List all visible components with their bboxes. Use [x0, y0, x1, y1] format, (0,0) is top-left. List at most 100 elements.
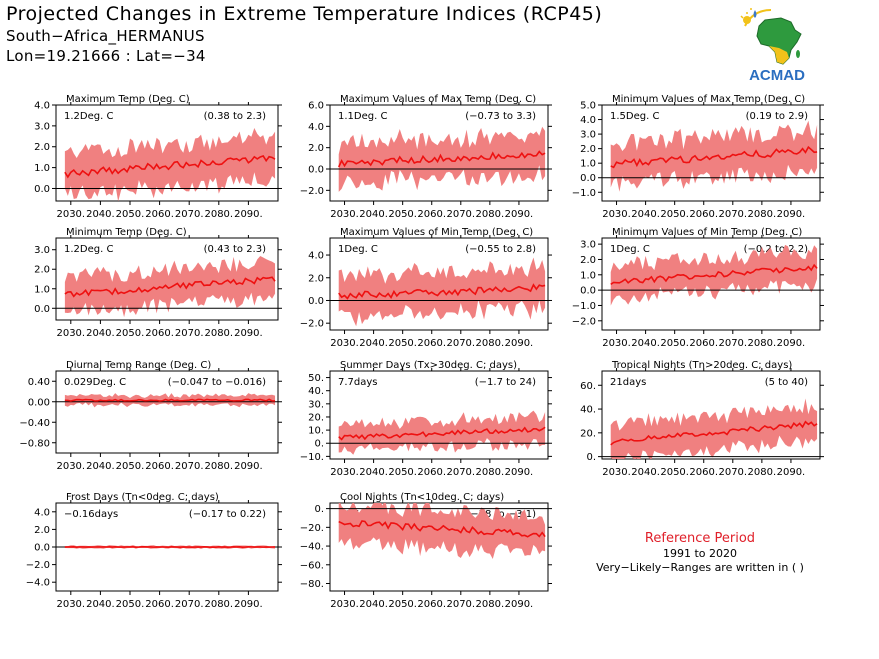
x-tick-label: 2070.	[175, 461, 204, 472]
plot-frame	[55, 370, 279, 454]
y-tick-label: 0.00	[28, 397, 50, 408]
chart-title: Cool Nights (Tn<10deg. C; days)	[340, 492, 504, 503]
reference-title: Reference Period	[644, 531, 756, 546]
x-tick-label: 2060.	[145, 328, 174, 339]
range-band	[610, 398, 818, 459]
median-line	[338, 520, 546, 538]
x-tick-label: 2070.	[175, 599, 204, 610]
x-tick-label: 2040.	[631, 467, 660, 478]
x-tick-label: 2070.	[175, 328, 204, 339]
chart-title: Minimum Values of Min Temp (Deg. C)	[612, 227, 802, 238]
median-line	[64, 398, 276, 402]
change-label: 7.7days	[338, 377, 378, 388]
x-tick-label: 2030.	[602, 467, 631, 478]
plot-frame	[55, 104, 279, 202]
x-tick-label: 2040.	[631, 338, 660, 349]
chart-title: Tropical Nights (Tn>20deg. C; days)	[611, 360, 792, 371]
y-tick-label: −60.	[300, 560, 324, 571]
y-tick-label: 1.0	[34, 284, 50, 295]
chart-title: Maximum Values of Max Temp (Deg. C)	[340, 94, 536, 105]
y-tick-label: 2.0	[580, 144, 596, 155]
x-tick-label: 2040.	[359, 599, 388, 610]
plot-area	[602, 398, 820, 459]
median-line	[338, 283, 546, 300]
x-tick-label: 2080.	[748, 338, 777, 349]
y-tick-label: 1.0	[34, 163, 50, 174]
chart-title: Maximum Values of Min Temp (Deg. C)	[340, 227, 533, 238]
reference-note: Very−Likely−Ranges are written in ( )	[596, 561, 804, 574]
x-tick-label: 2070.	[446, 599, 475, 610]
range-label: (0.19 to 2.9)	[746, 111, 808, 122]
location-label: South−Africa_HERMANUS	[6, 27, 205, 45]
coordinates-label: Lon=19.21666 : Lat=−34	[6, 47, 206, 65]
x-tick-label: 2030.	[330, 209, 359, 220]
median-line	[64, 276, 276, 298]
x-tick-label: 2070.	[446, 209, 475, 220]
y-tick-label: 0.0	[308, 165, 324, 176]
chart-title: Diurnal Temp Range (Deg. C)	[66, 360, 211, 371]
y-tick-label: 10.	[308, 426, 324, 437]
y-tick-label: −2.0	[572, 316, 596, 327]
y-tick-label: 5.0	[580, 101, 596, 112]
x-tick-label: 2060.	[689, 338, 718, 349]
x-tick-label: 2040.	[86, 209, 115, 220]
y-tick-label: 60.	[580, 381, 596, 392]
plot-area	[56, 256, 278, 318]
y-tick-label: 20.	[308, 412, 324, 423]
range-label: (0.38 to 2.3)	[204, 111, 266, 122]
median-line	[610, 420, 818, 446]
y-tick-label: −80.	[300, 579, 324, 590]
y-tick-label: 4.0	[34, 101, 50, 112]
x-tick-label: 2070.	[718, 209, 747, 220]
y-tick-label: 2.0	[34, 142, 50, 153]
x-tick-label: 2060.	[689, 209, 718, 220]
y-tick-label: 0.0	[308, 296, 324, 307]
change-label: 1.5Deg. C	[610, 111, 659, 122]
reference-period: 1991 to 2020	[662, 547, 738, 560]
plot-frame	[329, 370, 549, 460]
plot-area	[330, 410, 548, 455]
x-tick-label: 2060.	[417, 338, 446, 349]
plot-area	[602, 244, 820, 306]
y-tick-label: 0.0	[580, 286, 596, 297]
x-tick-label: 2040.	[359, 209, 388, 220]
plot-frame	[329, 502, 549, 592]
x-tick-label: 2080.	[204, 328, 233, 339]
x-tick-label: 2090.	[505, 338, 534, 349]
median-line	[610, 145, 818, 169]
y-tick-label: 1.0	[580, 270, 596, 281]
chart-mintemp: Minimum Temp (Deg. C) 1.2Deg. C (0.43 to 2…	[34, 227, 282, 339]
y-tick-label: 2.0	[34, 265, 50, 276]
x-tick-label: 2060.	[417, 209, 446, 220]
chart-title: Frost Days (Tn<0deg. C; days)	[66, 492, 219, 503]
x-tick-label: 2030.	[602, 209, 631, 220]
y-tick-label: 20.	[580, 428, 596, 439]
y-tick-label: −1.0	[572, 301, 596, 312]
y-tick-label: 0.0	[34, 543, 50, 554]
x-tick-label: 2080.	[748, 209, 777, 220]
chart-title: Minimum Values of Max Temp (Deg. C)	[612, 94, 805, 105]
y-tick-label: 0.	[314, 504, 324, 515]
change-label: 21days	[610, 377, 646, 388]
x-tick-label: 2080.	[748, 467, 777, 478]
x-tick-label: 2050.	[660, 338, 689, 349]
x-tick-label: 2050.	[388, 338, 417, 349]
chart-title: Minimum Temp (Deg. C)	[66, 227, 187, 238]
x-tick-label: 2050.	[388, 599, 417, 610]
y-tick-label: 1.0	[580, 159, 596, 170]
y-tick-label: 3.0	[580, 240, 596, 251]
range-label: (5 to 40)	[765, 377, 808, 388]
plot-area	[56, 545, 278, 550]
x-tick-label: 2050.	[116, 209, 145, 220]
chart-maxtemp: Maximum Temp (Deg. C) 1.2Deg. C (0.38 to 2…	[34, 94, 282, 220]
chart-frost: Frost Days (Tn<0deg. C; days) −0.16days (−…	[26, 492, 282, 610]
chart-summer: Summer Days (Tx>30deg. C; days) 7.7days (−…	[300, 360, 552, 478]
chart-title: Maximum Temp (Deg. C)	[66, 94, 190, 105]
x-tick-label: 2030.	[330, 467, 359, 478]
y-tick-label: 3.0	[34, 245, 50, 256]
y-tick-label: 3.0	[34, 121, 50, 132]
x-tick-label: 2090.	[505, 467, 534, 478]
plot-area	[330, 126, 548, 192]
x-tick-label: 2030.	[330, 599, 359, 610]
x-tick-label: 2080.	[476, 467, 505, 478]
